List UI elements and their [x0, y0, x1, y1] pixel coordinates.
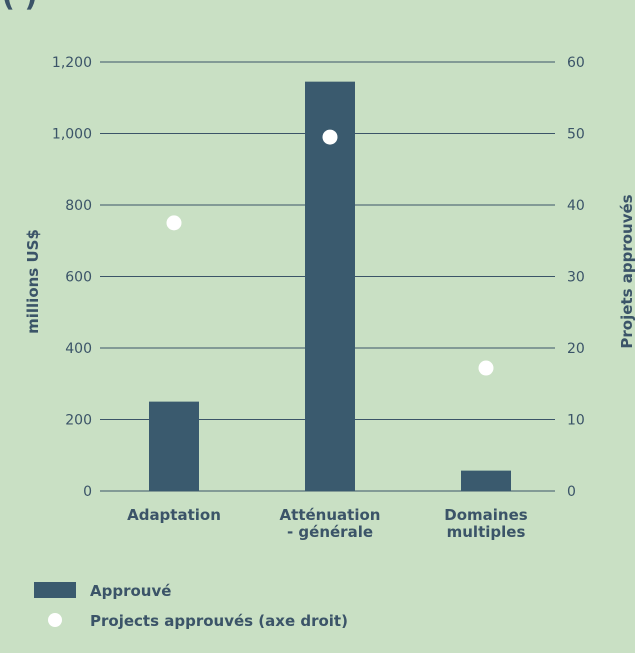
x-category-label: Atténuation — [280, 506, 381, 524]
legend-label-bar: Approuvé — [90, 582, 171, 600]
x-category-label: - générale — [287, 523, 373, 541]
y-tick-label: 1,200 — [52, 55, 92, 71]
y-tick-label: 200 — [65, 413, 92, 429]
y2-tick-label: 40 — [567, 198, 585, 214]
y-tick-label: 400 — [65, 341, 92, 357]
y2-tick-label: 20 — [567, 341, 585, 357]
y2-tick-label: 60 — [567, 55, 585, 71]
scatter-point — [322, 129, 338, 145]
y-tick-label: 1,000 — [52, 127, 92, 143]
y2-tick-label: 10 — [567, 413, 585, 429]
scatter-point — [478, 360, 494, 376]
legend-swatch-point — [48, 613, 62, 627]
x-category-label: multiples — [447, 523, 526, 541]
y-tick-label: 0 — [83, 484, 92, 500]
legend-swatch-bar — [34, 582, 76, 598]
y2-tick-label: 50 — [567, 127, 585, 143]
y-axis-title: millions US$ — [24, 229, 42, 334]
chart-title: ( ) — [2, 0, 37, 13]
y-tick-label: 800 — [65, 198, 92, 214]
legend-label-point: Projects approuvés (axe droit) — [90, 612, 348, 630]
bar — [461, 470, 511, 491]
scatter-point — [166, 215, 182, 231]
bar — [149, 401, 199, 491]
x-category-label: Adaptation — [127, 506, 221, 524]
x-category-label: Domaines — [444, 506, 528, 524]
y2-axis-title: Projets approuvés — [618, 194, 635, 348]
y2-tick-label: 30 — [567, 270, 585, 286]
bar — [305, 81, 355, 491]
y2-tick-label: 0 — [567, 484, 576, 500]
y-tick-label: 600 — [65, 270, 92, 286]
